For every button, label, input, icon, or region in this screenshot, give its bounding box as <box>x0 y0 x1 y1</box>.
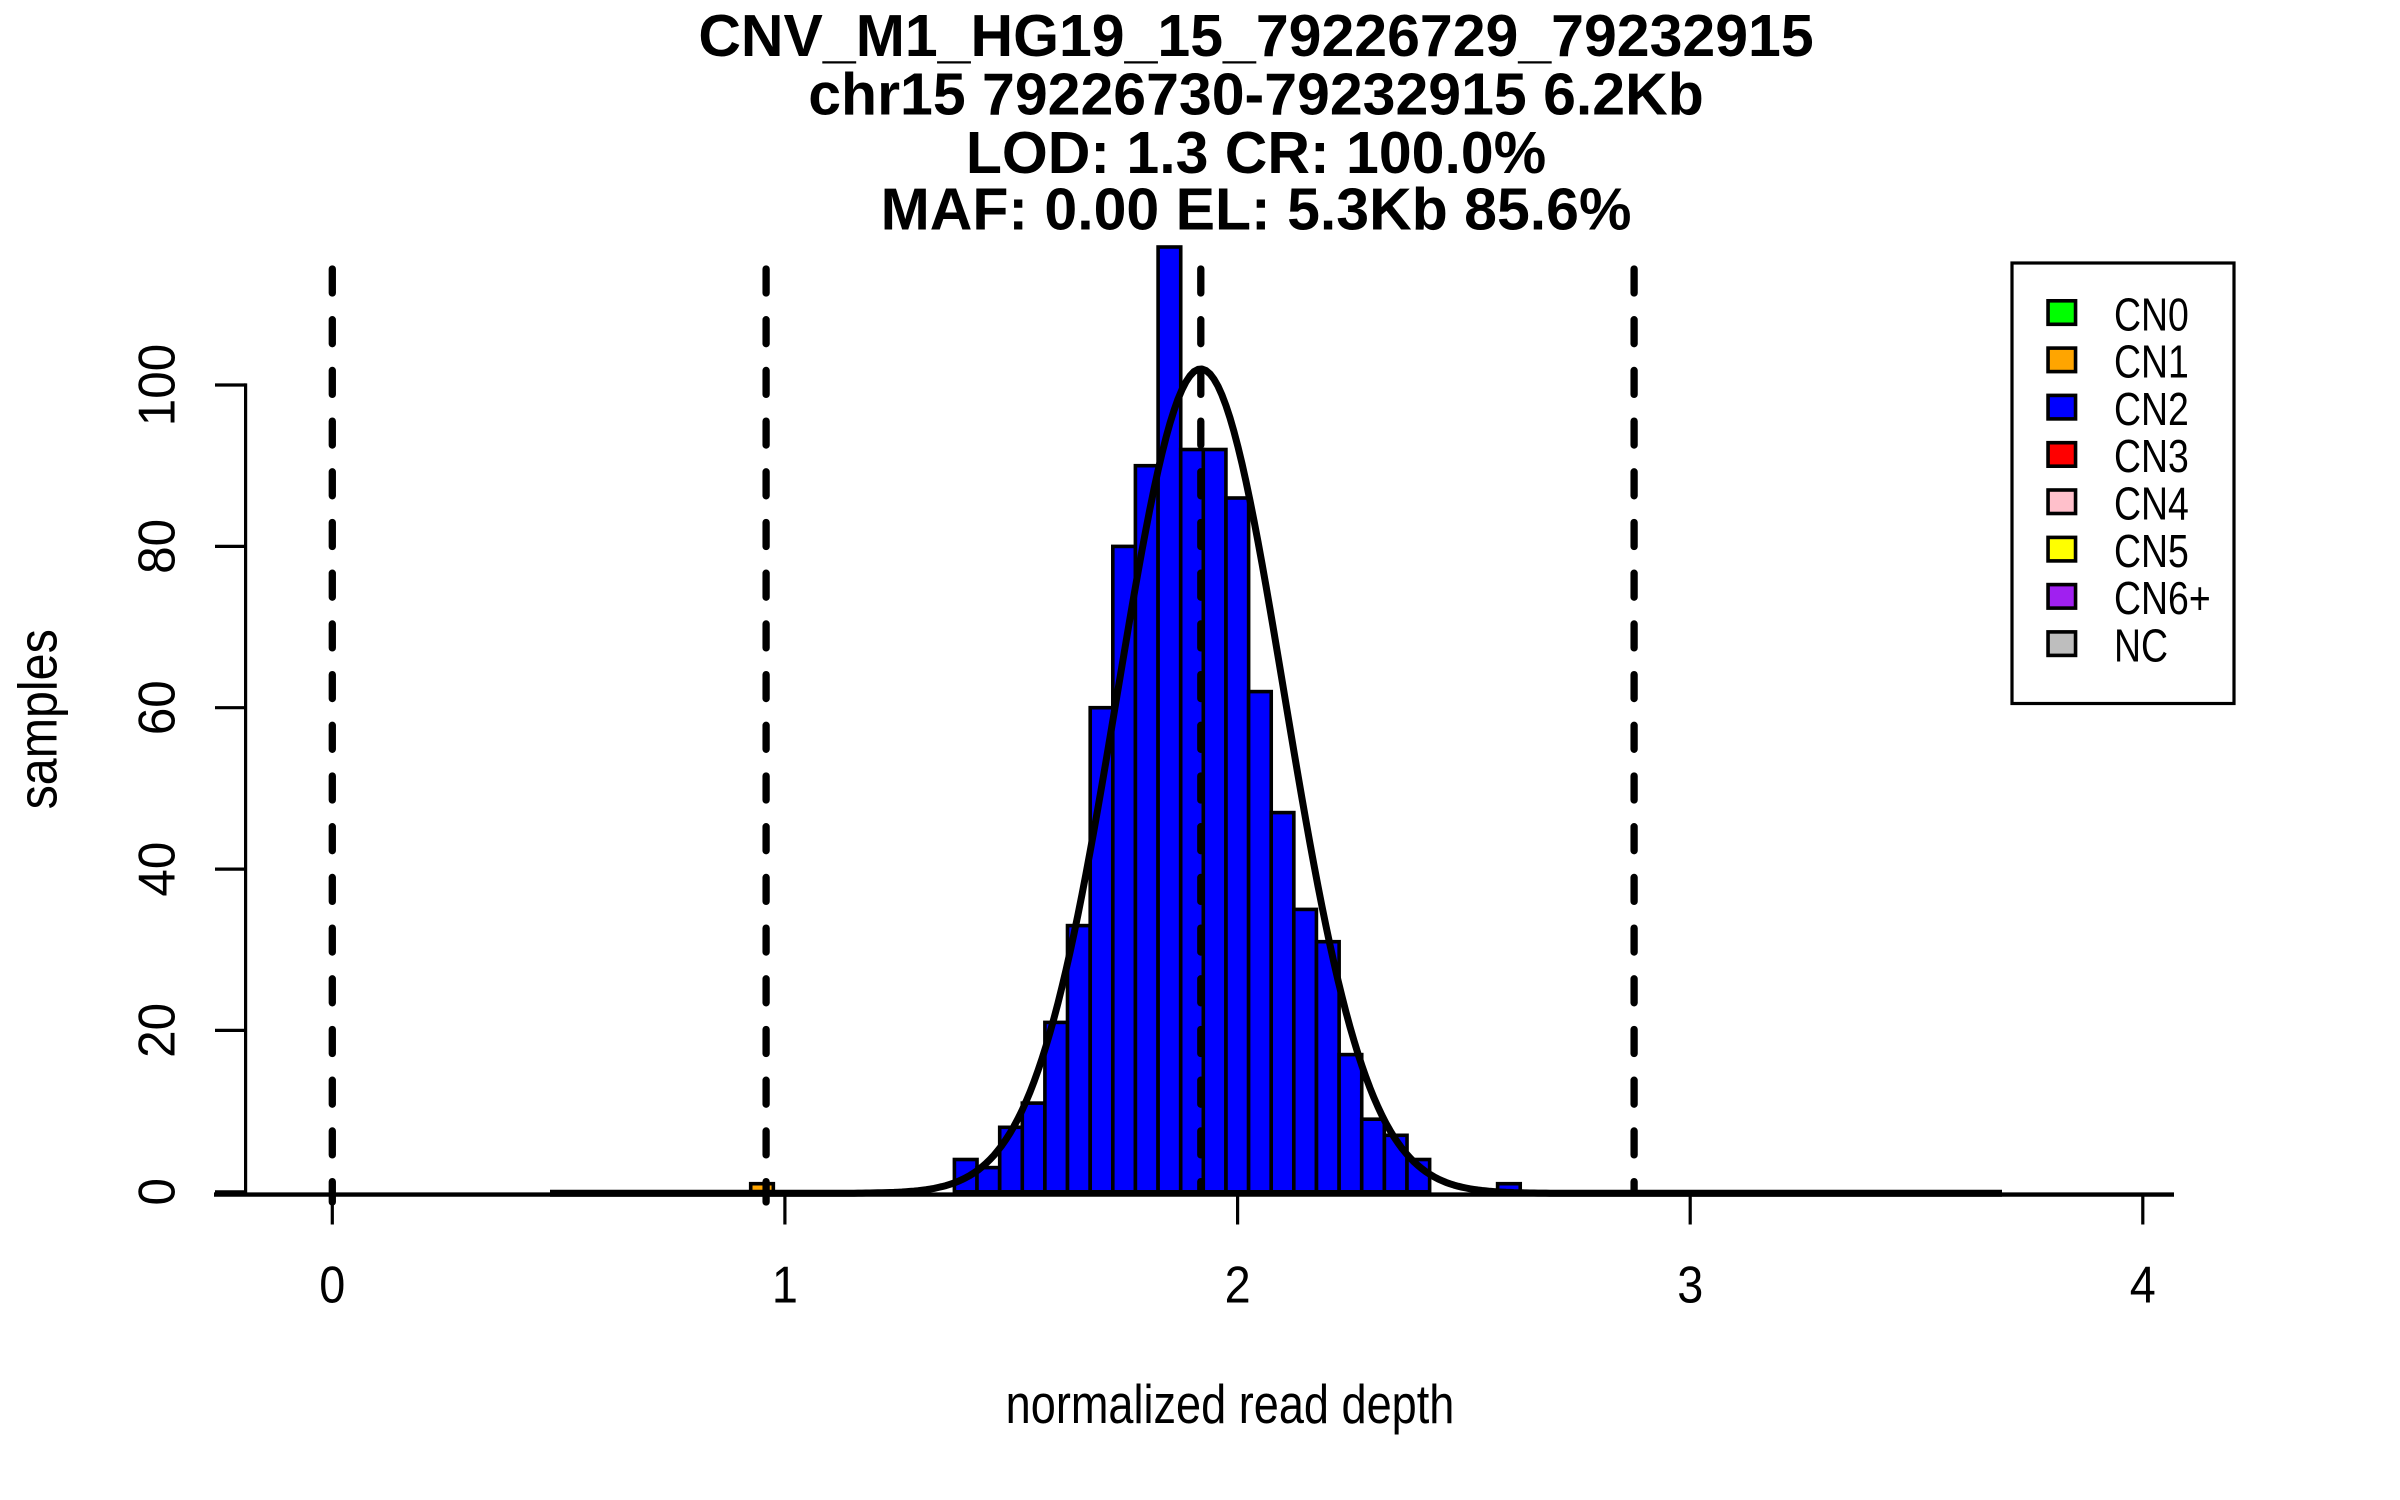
svg-text:3: 3 <box>1677 1256 1703 1314</box>
svg-text:CN4: CN4 <box>2114 478 2189 530</box>
svg-text:40: 40 <box>127 842 185 897</box>
svg-text:CNV_M1_HG19_15_79226729_792329: CNV_M1_HG19_15_79226729_79232915 <box>698 3 1813 69</box>
svg-text:chr15 79226730-79232915 6.2Kb: chr15 79226730-79232915 6.2Kb <box>808 62 1704 128</box>
svg-text:CN6+: CN6+ <box>2114 572 2211 624</box>
svg-text:CN2: CN2 <box>2114 383 2189 435</box>
svg-text:samples: samples <box>7 629 69 809</box>
svg-text:0: 0 <box>127 1178 185 1205</box>
svg-text:LOD: 1.3 CR: 100.0%: LOD: 1.3 CR: 100.0% <box>966 120 1546 186</box>
svg-text:CN0: CN0 <box>2114 288 2189 340</box>
svg-text:normalized read depth: normalized read depth <box>1006 1373 1455 1435</box>
svg-text:60: 60 <box>127 680 185 735</box>
svg-text:80: 80 <box>127 519 185 574</box>
svg-text:CN3: CN3 <box>2114 430 2189 482</box>
svg-text:4: 4 <box>2130 1256 2156 1314</box>
svg-text:1: 1 <box>772 1256 798 1314</box>
svg-text:MAF: 0.00 EL: 5.3Kb 85.6%: MAF: 0.00 EL: 5.3Kb 85.6% <box>881 177 1632 243</box>
svg-text:CN1: CN1 <box>2114 336 2189 388</box>
svg-text:CN5: CN5 <box>2114 525 2189 577</box>
svg-text:20: 20 <box>127 1003 185 1058</box>
svg-text:100: 100 <box>127 344 185 426</box>
svg-text:0: 0 <box>319 1256 345 1314</box>
svg-text:NC: NC <box>2114 619 2168 671</box>
svg-text:2: 2 <box>1225 1256 1251 1314</box>
